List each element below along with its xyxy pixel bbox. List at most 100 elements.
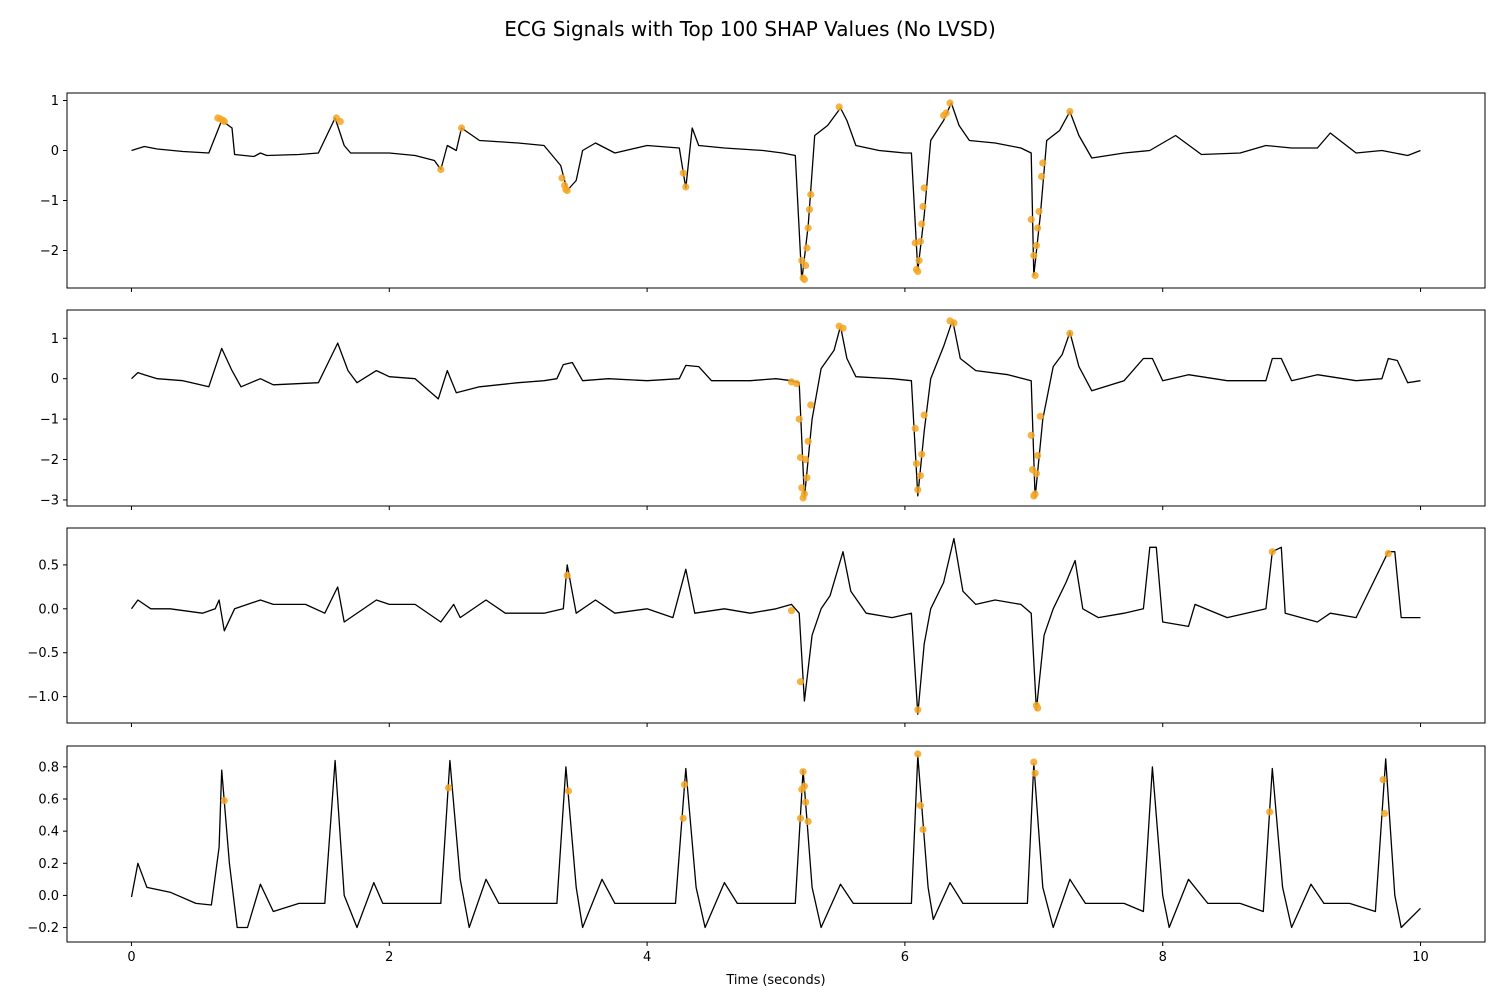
shap-point <box>336 117 344 126</box>
shap-point <box>911 424 919 432</box>
ecg-signal-line <box>131 319 1421 499</box>
y-tick-label: 0.8 <box>38 760 59 775</box>
x-tick-label: 4 <box>643 950 651 965</box>
x-axis-label: Time (seconds) <box>725 973 825 988</box>
shap-point <box>558 174 566 182</box>
shap-point <box>1032 470 1040 478</box>
shap-point <box>946 99 954 107</box>
shap-point <box>916 472 925 480</box>
shap-point <box>839 324 847 332</box>
shap-point <box>916 801 925 810</box>
x-tick-label: 6 <box>901 950 909 965</box>
shap-point <box>1384 549 1392 558</box>
shap-point <box>912 460 921 468</box>
shap-point <box>803 244 811 252</box>
shap-point <box>807 401 815 409</box>
shap-point <box>1034 224 1042 232</box>
shap-point <box>682 183 690 191</box>
shap-point <box>914 486 922 494</box>
y-tick-label: −3 <box>40 493 59 508</box>
shap-point <box>950 319 958 327</box>
shap-point <box>679 169 687 177</box>
shap-point <box>787 607 796 615</box>
shap-point <box>1031 490 1039 498</box>
shap-point <box>798 484 806 492</box>
shap-point <box>1030 758 1038 766</box>
shap-point <box>798 256 806 265</box>
y-tick-label: −1 <box>40 194 59 209</box>
shap-point <box>803 474 811 482</box>
y-tick-label: 0.0 <box>38 889 59 904</box>
shap-point <box>1039 159 1047 167</box>
shap-point <box>1030 251 1038 260</box>
shap-point <box>919 202 927 211</box>
shap-point <box>800 275 809 284</box>
x-tick-label: 10 <box>1412 950 1429 965</box>
y-tick-label: 0 <box>51 144 59 159</box>
shap-point <box>802 261 810 270</box>
y-tick-label: 0 <box>51 372 59 387</box>
shap-point <box>807 190 815 199</box>
shap-point <box>679 814 687 822</box>
shap-point <box>920 411 928 419</box>
shap-point <box>920 184 928 192</box>
shap-point <box>1038 172 1046 181</box>
shap-point <box>918 450 926 458</box>
x-tick-label: 2 <box>385 950 393 965</box>
y-tick-label: −0.2 <box>27 921 59 936</box>
subplot-lead-3: 0.5 0.0 −0.5 −1.0 <box>27 527 1486 727</box>
shap-point <box>1034 704 1042 712</box>
shap-point <box>1032 241 1040 250</box>
shap-point <box>919 825 927 834</box>
shap-point <box>680 781 689 789</box>
subplot-frame <box>66 92 1486 289</box>
shap-point <box>802 455 810 464</box>
shap-point <box>1027 215 1035 224</box>
x-tick-label: 8 <box>1159 950 1167 965</box>
shap-point <box>563 571 571 580</box>
y-tick-label: −0.5 <box>27 646 59 661</box>
shap-point <box>914 267 922 276</box>
y-tick-label: −1 <box>40 413 59 428</box>
y-tick-label: −2 <box>40 244 59 259</box>
shap-point <box>918 220 926 228</box>
shap-point <box>796 678 805 686</box>
shap-point <box>1034 451 1042 460</box>
y-tick-label: 1 <box>51 94 59 109</box>
shap-point <box>1031 769 1039 777</box>
shap-point <box>1268 548 1276 556</box>
ecg-signal-line <box>130 754 1421 929</box>
shap-point <box>1379 776 1387 784</box>
shap-point <box>564 787 573 795</box>
subplot-lead-4: 0.8 0.6 0.4 0.2 0.0 −0.2 0 2 4 6 8 10 <box>27 745 1486 965</box>
shap-point <box>799 768 807 776</box>
ecg-signal-line <box>131 102 1421 282</box>
shap-point <box>942 109 950 117</box>
shap-point <box>445 784 453 792</box>
y-tick-label: −2 <box>40 453 59 468</box>
shap-point <box>563 186 571 195</box>
y-tick-label: 0.0 <box>38 602 59 617</box>
y-tick-label: 0.4 <box>38 825 59 840</box>
shap-point <box>1036 412 1044 420</box>
shap-point <box>804 437 812 445</box>
shap-point <box>1380 809 1389 818</box>
subplot-panels: 10−1−210−1−2−30.50.0−0.5−1.00.80.60.40.2… <box>27 92 1486 965</box>
subplot-frame <box>66 309 1486 507</box>
shap-point <box>1266 808 1274 816</box>
shap-point <box>835 103 843 111</box>
y-tick-label: 1 <box>51 332 59 347</box>
shap-point <box>1031 271 1039 280</box>
shap-point <box>1027 431 1035 439</box>
subplot-lead-1: 1 0 −1 −2 <box>40 92 1486 292</box>
shap-point <box>916 237 925 246</box>
shap-point <box>914 750 922 758</box>
y-tick-label: 0.6 <box>38 793 59 808</box>
chart-title: ECG Signals with Top 100 SHAP Values (No… <box>504 17 996 41</box>
shap-point <box>804 224 812 232</box>
shap-point <box>804 817 812 826</box>
shap-point <box>805 205 814 214</box>
y-tick-label: −1.0 <box>27 690 59 705</box>
shap-point <box>802 798 810 806</box>
